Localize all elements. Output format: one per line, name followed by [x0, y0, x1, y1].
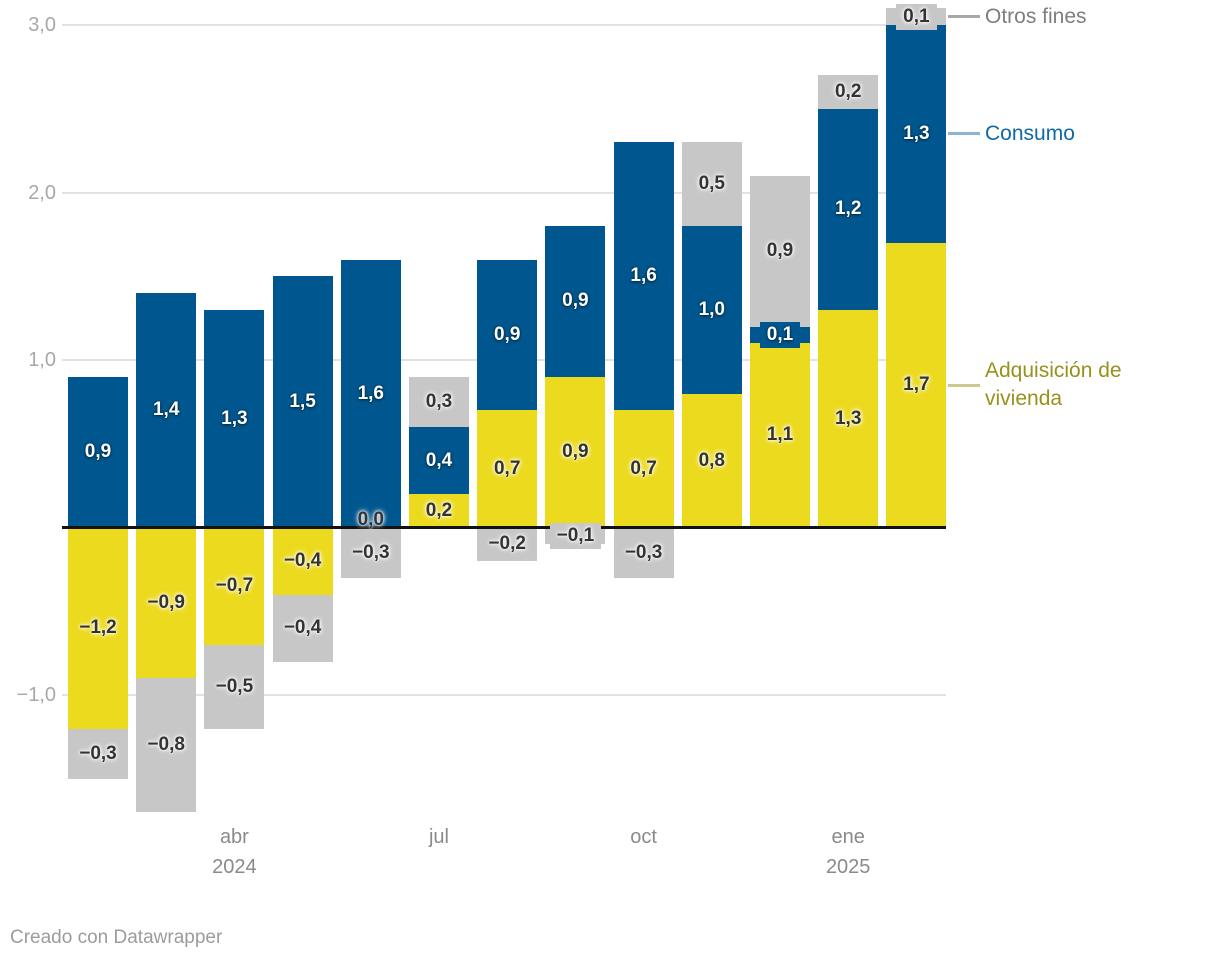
bar-segment-otros[interactable] — [818, 75, 879, 109]
bar-segment-consumo[interactable] — [681, 226, 742, 394]
bar-segment-otros[interactable] — [886, 8, 947, 25]
bar-segment-consumo[interactable] — [272, 276, 333, 528]
bar-segment-otros[interactable] — [204, 644, 265, 729]
bar-segment-consumo[interactable] — [340, 259, 401, 528]
y-axis-tick-label: 3,0 — [28, 14, 56, 36]
bar-segment-consumo[interactable] — [545, 226, 606, 377]
bar-segment-consumo[interactable] — [613, 142, 674, 411]
legend-label-otros: Otros fines — [985, 4, 1087, 28]
legend-label-consumo: Consumo — [985, 121, 1075, 145]
chart-credit[interactable]: Creado con Datawrapper — [10, 927, 223, 948]
bar-segment-vivienda[interactable] — [818, 309, 879, 528]
y-axis-tick-label: 1,0 — [28, 349, 56, 371]
bar-segment-vivienda[interactable] — [409, 494, 469, 528]
bar-segment-otros[interactable] — [750, 175, 810, 327]
y-axis-tick-label: −1,0 — [16, 684, 56, 706]
bar-segment-vivienda[interactable] — [68, 527, 128, 729]
bar-segment-otros[interactable] — [136, 678, 197, 813]
bar-segment-vivienda[interactable] — [204, 527, 265, 645]
bar-segment-otros[interactable] — [477, 527, 538, 561]
bar-segment-vivienda[interactable] — [886, 242, 947, 528]
bar-segment-consumo[interactable] — [68, 376, 128, 528]
bar-segment-otros[interactable] — [613, 527, 674, 578]
bar-segment-vivienda[interactable] — [136, 527, 197, 679]
bar-segment-consumo[interactable] — [750, 326, 810, 344]
gridline — [62, 24, 946, 26]
bar-segment-vivienda[interactable] — [272, 527, 333, 595]
x-axis-tick-label: jul — [428, 826, 449, 848]
bar-segment-otros[interactable] — [545, 527, 606, 545]
legend-connector-consumo — [948, 132, 980, 136]
bar-segment-vivienda[interactable] — [477, 410, 538, 528]
x-axis-tick-label: abr 2024 — [212, 826, 257, 878]
bar-segment-consumo[interactable] — [136, 293, 197, 528]
legend-connector-otros — [948, 15, 980, 19]
bar-segment-otros[interactable] — [681, 142, 742, 226]
x-axis-tick-label: ene 2025 — [825, 826, 871, 878]
bar-segment-consumo[interactable] — [886, 25, 947, 243]
bar-segment-otros[interactable] — [68, 728, 128, 779]
zero-baseline — [62, 526, 946, 529]
legend-label-vivienda: Adquisición de vivienda — [985, 359, 1122, 411]
gridline — [62, 191, 946, 194]
bar-segment-consumo[interactable] — [409, 427, 469, 494]
bar-segment-consumo[interactable] — [818, 108, 879, 310]
bar-segment-vivienda[interactable] — [613, 410, 674, 528]
bar-segment-otros[interactable] — [409, 376, 469, 427]
bar-segment-vivienda[interactable] — [545, 376, 606, 528]
bar-segment-consumo[interactable] — [204, 309, 265, 528]
bar-segment-otros[interactable] — [272, 594, 333, 662]
bar-segment-otros[interactable] — [340, 527, 401, 578]
legend-connector-vivienda — [948, 383, 980, 387]
gridline — [62, 694, 946, 696]
bar-segment-vivienda[interactable] — [750, 343, 810, 528]
bar-segment-vivienda[interactable] — [681, 393, 742, 528]
y-axis-tick-label: 2,0 — [28, 181, 56, 204]
x-axis-tick-label: oct — [630, 826, 657, 848]
bar-segment-consumo[interactable] — [477, 259, 538, 411]
